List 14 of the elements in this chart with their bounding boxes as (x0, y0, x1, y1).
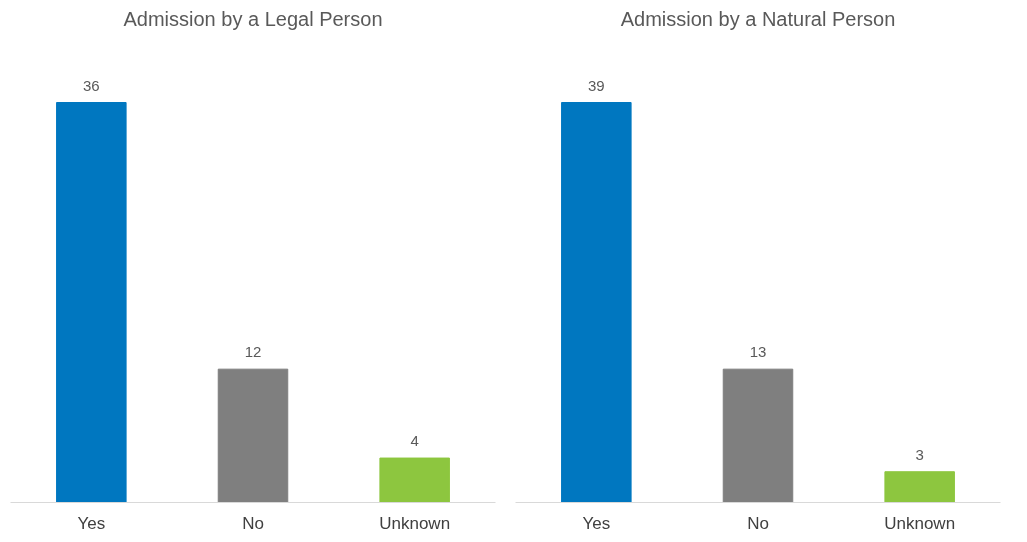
data-label: 4 (410, 432, 419, 450)
data-label: 12 (244, 343, 262, 361)
data-label: 39 (587, 76, 605, 94)
x-tick-label: Unknown (379, 513, 451, 533)
chart-title: Admission by a Legal Person (123, 7, 383, 30)
data-label: 36 (82, 76, 100, 94)
data-label: 13 (749, 343, 767, 361)
data-label: 3 (915, 445, 924, 463)
x-tick-label: No (242, 513, 264, 533)
x-tick-label: Unknown (884, 513, 956, 533)
x-tick-label: Yes (582, 513, 611, 533)
x-tick-label: Yes (77, 513, 106, 533)
x-tick-label: No (747, 513, 769, 533)
chart-title: Admission by a Natural Person (620, 7, 896, 30)
